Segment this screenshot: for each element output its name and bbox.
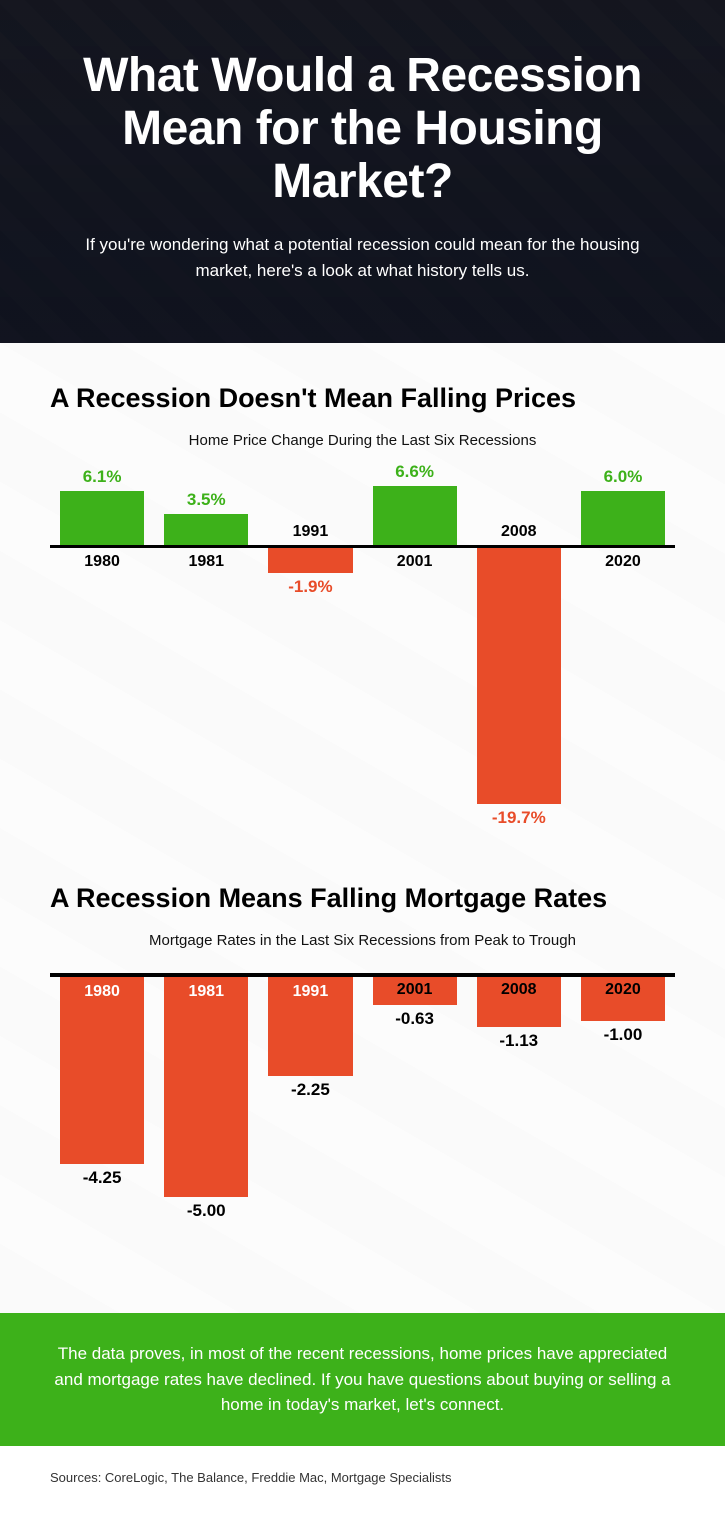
chart1-year-label: 2008 [471,523,567,541]
chart1-value-label: 6.1% [60,467,144,487]
footer-text: The data proves, in most of the recent r… [54,1344,670,1414]
price-change-chart: 6.1% 1980 3.5% 1981 -1.9% 1991 6.6% 2001 -19.7% 2… [50,473,675,833]
chart2-bar [164,977,248,1197]
chart2-heading: A Recession Means Falling Mortgage Rates [50,883,675,914]
chart1-subtitle: Home Price Change During the Last Six Re… [50,432,675,449]
chart2-value-label: -5.00 [158,1201,254,1221]
chart1-year-label: 1980 [54,553,150,571]
chart1-column: 6.6% 2001 [367,473,463,833]
footer-callout: The data proves, in most of the recent r… [0,1313,725,1446]
chart1-value-label: -1.9% [268,577,352,597]
chart1-bar: -19.7% [477,548,561,804]
chart1-column: 6.1% 1980 [54,473,150,833]
chart1-bars: 6.1% 1980 3.5% 1981 -1.9% 1991 6.6% 2001 -19.7% 2… [50,473,675,833]
chart1-value-label: 6.6% [373,462,457,482]
hero-section: What Would a Recession Mean for the Hous… [0,0,725,343]
chart1-heading: A Recession Doesn't Mean Falling Prices [50,383,675,414]
chart1-column: -1.9% 1991 [262,473,358,833]
chart2-column: 2001 -0.63 [367,973,463,1233]
chart2-column: 2020 -1.00 [575,973,671,1233]
chart2-year-label: 2020 [575,981,671,999]
chart2-column: 1991 -2.25 [262,973,358,1233]
chart1-year-label: 1991 [262,523,358,541]
mortgage-rate-chart: 1980 -4.25 1981 -5.00 1991 -2.25 2001 -0.63 2008… [50,973,675,1233]
chart2-year-label: 1991 [262,983,358,1001]
content-area: A Recession Doesn't Mean Falling Prices … [0,343,725,1313]
chart1-column: 3.5% 1981 [158,473,254,833]
chart1-bar: 6.0% [581,491,665,545]
hero-subtitle: If you're wondering what a potential rec… [83,232,643,283]
chart1-bar: -1.9% [268,548,352,573]
chart1-column: 6.0% 2020 [575,473,671,833]
chart1-bar: 6.6% [373,486,457,545]
hero-title: What Would a Recession Mean for the Hous… [40,50,685,208]
chart2-column: 1980 -4.25 [54,973,150,1233]
chart2-value-label: -4.25 [54,1168,150,1188]
chart1-year-label: 2020 [575,553,671,571]
chart1-value-label: -19.7% [477,808,561,828]
chart1-column: -19.7% 2008 [471,473,567,833]
chart1-bar: 6.1% [60,491,144,546]
chart2-year-label: 1980 [54,983,150,1001]
chart1-value-label: 6.0% [581,467,665,487]
chart2-value-label: -2.25 [262,1080,358,1100]
chart1-year-label: 1981 [158,553,254,571]
chart2-year-label: 2008 [471,981,567,999]
chart2-subtitle: Mortgage Rates in the Last Six Recession… [50,932,675,949]
sources-text: Sources: CoreLogic, The Balance, Freddie… [50,1470,452,1485]
chart2-value-label: -0.63 [367,1009,463,1029]
chart1-value-label: 3.5% [164,490,248,510]
chart1-year-label: 2001 [367,553,463,571]
chart2-year-label: 1981 [158,983,254,1001]
chart2-column: 1981 -5.00 [158,973,254,1233]
chart2-bars: 1980 -4.25 1981 -5.00 1991 -2.25 2001 -0.63 2008… [50,973,675,1233]
chart2-value-label: -1.00 [575,1025,671,1045]
chart2-value-label: -1.13 [471,1031,567,1051]
chart1-bar: 3.5% [164,514,248,546]
chart2-bar [60,977,144,1164]
sources-line: Sources: CoreLogic, The Balance, Freddie… [0,1446,725,1525]
chart2-year-label: 2001 [367,981,463,999]
chart2-column: 2008 -1.13 [471,973,567,1233]
chart1-section: A Recession Doesn't Mean Falling Prices … [50,383,675,833]
chart2-section: A Recession Means Falling Mortgage Rates… [50,883,675,1233]
